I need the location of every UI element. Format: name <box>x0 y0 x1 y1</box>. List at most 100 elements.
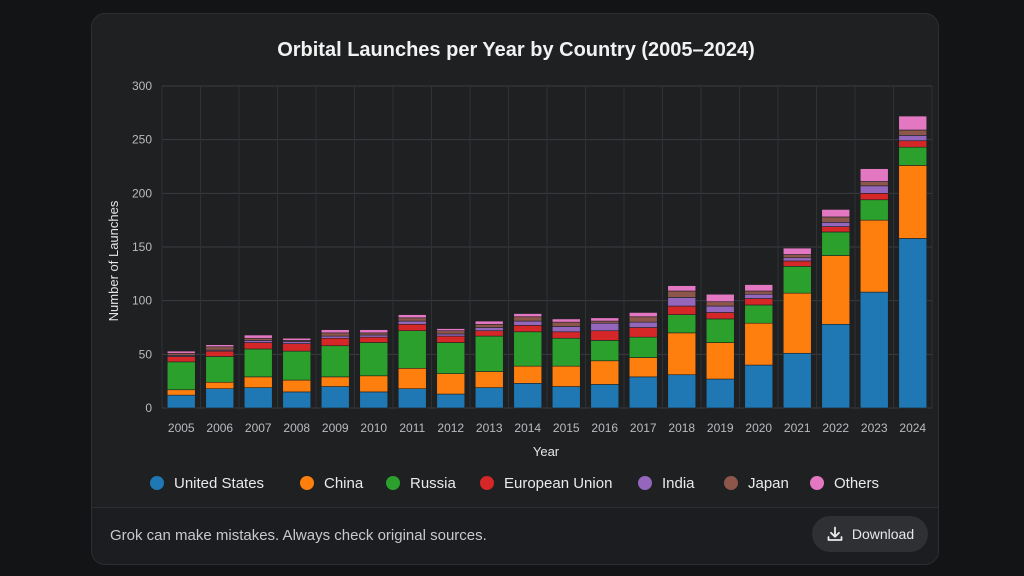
x-tick-label: 2015 <box>553 421 580 435</box>
bar-segment <box>243 387 273 409</box>
bar-segment <box>513 316 543 322</box>
download-icon <box>826 525 844 543</box>
x-tick-label: 2017 <box>630 421 657 435</box>
bar-segment <box>320 335 350 339</box>
bar-segment <box>782 254 812 259</box>
bar-segment <box>705 305 735 313</box>
bar-segment <box>359 334 389 338</box>
x-tick-label: 2009 <box>322 421 349 435</box>
bar-segment <box>821 323 851 409</box>
bar-segment <box>705 293 735 303</box>
bar-segment <box>551 365 581 387</box>
x-tick-label: 2018 <box>668 421 695 435</box>
bar-segment <box>359 375 389 393</box>
bar-segment <box>513 383 543 409</box>
y-tick-label: 300 <box>132 79 152 93</box>
bar-segment <box>898 140 928 148</box>
bar-segment <box>397 320 427 325</box>
bar-segment <box>667 290 697 298</box>
bar-segment <box>628 327 658 338</box>
x-tick-label: 2014 <box>514 421 541 435</box>
legend-label: European Union <box>504 475 612 492</box>
bar-segment <box>436 342 466 374</box>
bar-segment <box>474 327 504 332</box>
bar-segment <box>243 334 273 339</box>
bar-segment <box>397 317 427 322</box>
bar-segment <box>166 394 196 409</box>
bar-segment <box>782 352 812 409</box>
bar-segment <box>436 333 466 337</box>
x-axis-label: Year <box>533 444 560 459</box>
legend-label: Japan <box>748 475 789 492</box>
bar-segment <box>320 337 350 347</box>
bar-segment <box>628 357 658 378</box>
bar-segment <box>282 337 312 341</box>
chart-title: Orbital Launches per Year by Country (20… <box>277 39 755 61</box>
bar-segment <box>859 181 889 187</box>
legend-label: China <box>324 475 364 492</box>
bar-segment <box>782 260 812 267</box>
bar-segment <box>551 318 581 323</box>
bar-segment <box>320 345 350 378</box>
bar-segment <box>821 222 851 227</box>
bar-segment <box>705 342 735 380</box>
x-tick-label: 2008 <box>283 421 310 435</box>
bar-segment <box>513 320 543 326</box>
bar-segment <box>590 330 620 341</box>
bar-segment <box>590 360 620 385</box>
bar-segment <box>282 350 312 381</box>
bar-segment <box>744 322 774 366</box>
bar-segment <box>628 316 658 323</box>
x-tick-label: 2022 <box>822 421 849 435</box>
bar-segment <box>551 331 581 339</box>
bar-segment <box>705 301 735 307</box>
bar-segment <box>744 290 774 295</box>
y-tick-label: 0 <box>145 401 152 415</box>
bar-segment <box>667 314 697 334</box>
bar-segment <box>397 323 427 332</box>
chart-card: 0 50 100 150 200 250 300 2005 2006 2007 2008 2009 20… <box>91 13 939 565</box>
bar-segment <box>282 379 312 393</box>
bar-segment <box>590 340 620 362</box>
y-tick-label: 50 <box>139 347 153 361</box>
disclaimer-text: Grok can make mistakes. Always check ori… <box>110 527 487 544</box>
bar-segment <box>898 238 928 409</box>
bar-segment <box>359 391 389 409</box>
bar-segment <box>667 285 697 292</box>
bar-segment <box>782 292 812 354</box>
bar-segment <box>513 325 543 333</box>
bar-segment <box>744 293 774 299</box>
bar-segment <box>474 371 504 388</box>
x-tick-label: 2024 <box>899 421 926 435</box>
bar-segment <box>205 346 235 351</box>
bar-segment <box>436 330 466 335</box>
legend-swatch <box>480 476 494 490</box>
bar-segment <box>667 297 697 307</box>
bar-segment <box>898 115 928 131</box>
legend-label: India <box>662 475 695 492</box>
bar-segment <box>243 340 273 343</box>
bar-segment <box>551 386 581 409</box>
bar-segment <box>628 376 658 409</box>
bar-segment <box>821 255 851 325</box>
bar-segment <box>859 219 889 293</box>
bar-segment <box>821 226 851 233</box>
y-tick-label: 100 <box>132 294 152 308</box>
bar-segment <box>359 332 389 336</box>
bar-segment <box>590 320 620 324</box>
bar-segment <box>782 257 812 262</box>
bar-segment <box>243 376 273 388</box>
legend-label: Russia <box>410 475 457 492</box>
bar-segment <box>359 336 389 343</box>
stacked-bar-chart: 0 50 100 150 200 250 300 2005 2006 2007 2008 2009 20… <box>106 39 933 492</box>
bar-segment <box>166 389 196 396</box>
legend-swatch <box>638 476 652 490</box>
bar-segment <box>551 321 581 327</box>
bar-segment <box>359 329 389 334</box>
download-button[interactable]: Download <box>812 516 928 552</box>
bar-segment <box>821 231 851 256</box>
bar-segment <box>628 312 658 318</box>
legend-swatch <box>386 476 400 490</box>
bar-segment <box>320 386 350 409</box>
bar-segment <box>205 381 235 389</box>
